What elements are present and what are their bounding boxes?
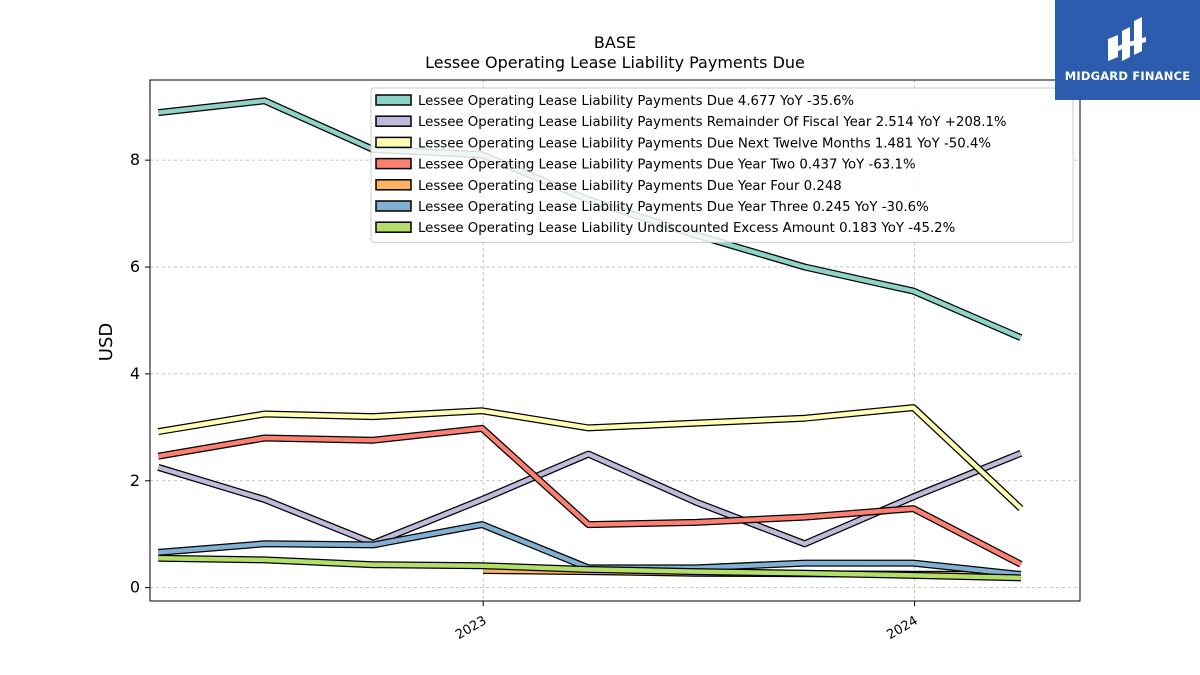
- plot-frame: [149, 79, 1081, 602]
- legend-entry: Lessee Operating Lease Liability Payment…: [418, 179, 842, 194]
- legend-swatch: [375, 179, 412, 191]
- series-line: [157, 451, 1022, 547]
- legend-swatch: [375, 115, 412, 127]
- legend-entry: Lessee Operating Lease Liability Payment…: [418, 94, 854, 109]
- y-tick-label: 0: [130, 578, 140, 597]
- chart-subtitle: Lessee Operating Lease Liability Payment…: [425, 53, 805, 72]
- series-line-outline: [157, 450, 1023, 548]
- x-tick-label: 2023: [453, 613, 489, 643]
- legend-entry: Lessee Operating Lease Liability Payment…: [418, 158, 916, 173]
- legend-swatch: [375, 200, 412, 212]
- y-tick-label: 2: [130, 471, 140, 490]
- legend-swatch: [375, 94, 412, 106]
- series-line: [157, 426, 1022, 567]
- legend-entry: Lessee Operating Lease Liability Payment…: [418, 136, 991, 151]
- series-line: [157, 405, 1023, 511]
- x-tick-label: 2024: [884, 613, 920, 643]
- legend-box: [370, 87, 1074, 243]
- logo-text: MIDGARD FINANCE: [1064, 69, 1191, 83]
- series-line: [158, 556, 1021, 581]
- legend: Lessee Operating Lease Liability Payment…: [370, 87, 1074, 243]
- y-tick-label: 8: [130, 150, 140, 169]
- logo: MIDGARD FINANCE: [1055, 0, 1200, 100]
- y-axis-label: USD: [96, 323, 117, 361]
- legend-swatch: [375, 157, 412, 170]
- y-tick-label: 6: [130, 257, 140, 276]
- legend-entry: Lessee Operating Lease Liability Payment…: [418, 115, 1007, 130]
- legend-entry: Lessee Operating Lease Liability Payment…: [418, 200, 929, 215]
- legend-swatch: [375, 136, 412, 149]
- chart-title: BASE: [594, 33, 636, 52]
- series-lines: [157, 97, 1024, 582]
- legend-entry: Lessee Operating Lease Liability Undisco…: [418, 221, 955, 236]
- y-tick-label: 4: [130, 364, 140, 383]
- midgard-logo-icon: [1108, 17, 1146, 61]
- legend-swatch: [375, 221, 412, 233]
